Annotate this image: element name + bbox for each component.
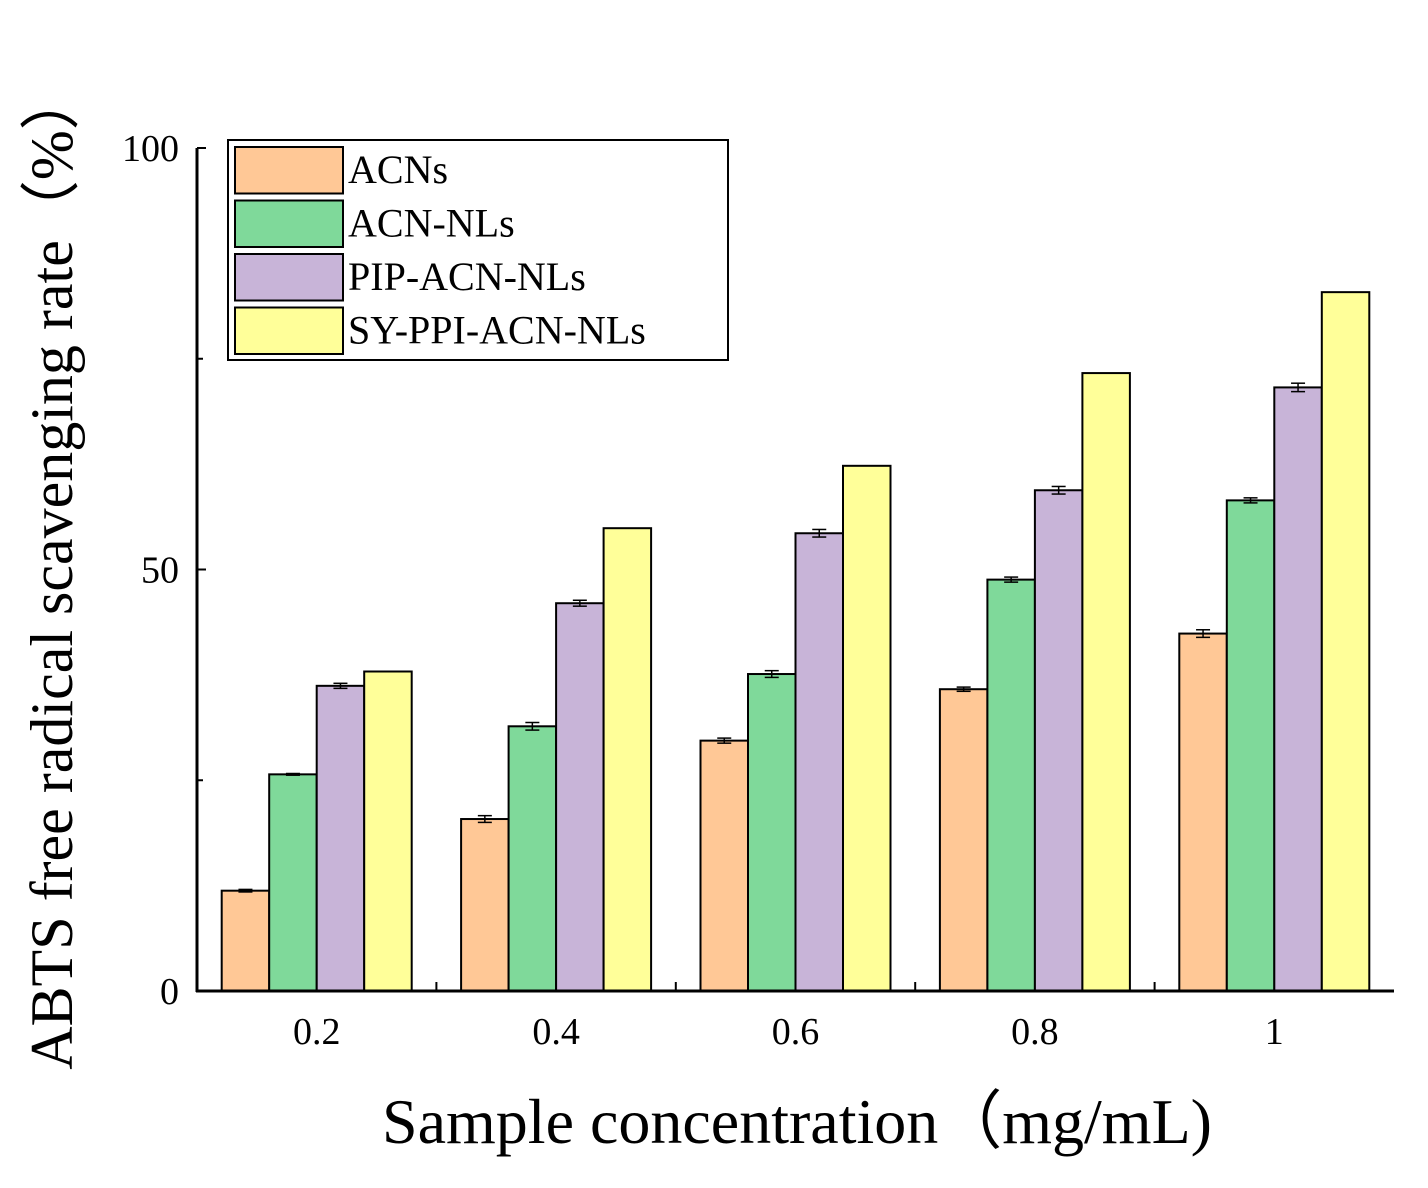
x-axis-label: Sample concentration（mg/mL): [382, 1086, 1212, 1157]
legend-item: ACNs: [234, 146, 448, 195]
legend-item: PIP-ACN-NLs: [234, 253, 586, 302]
error-bar: [1004, 576, 1019, 583]
bar-acns-1: [1178, 632, 1228, 992]
legend-item: ACN-NLs: [234, 199, 515, 248]
legend-swatch: [234, 253, 344, 302]
error-bar: [525, 721, 540, 731]
bar-sy-ppi-acn-nls-1: [1320, 291, 1371, 992]
bar-sy-ppi-acn-nls-0-2: [363, 670, 413, 992]
legend-label: ACN-NLs: [348, 201, 515, 246]
legend-swatch: [234, 306, 344, 355]
x-tick-label: 1: [1265, 1011, 1284, 1053]
bar-pip-acn-nls-0-4: [555, 602, 605, 992]
bars-layer: [220, 291, 1371, 993]
bar-acns-0-4: [460, 818, 510, 993]
error-bar: [572, 599, 587, 607]
bar-acn-nls-0-8: [986, 578, 1036, 992]
bar-acns-0-2: [220, 889, 271, 992]
error-bar: [238, 888, 253, 893]
y-tick-label: 0: [160, 971, 179, 1013]
bar-acn-nls-1: [1225, 499, 1276, 992]
error-bar: [285, 772, 300, 776]
bar-sy-ppi-acn-nls-0-6: [842, 464, 892, 992]
y-tick-label: 100: [122, 128, 179, 170]
x-tick-label: 0.8: [1011, 1011, 1059, 1053]
error-bar: [764, 669, 779, 679]
legend-label: ACNs: [348, 147, 448, 192]
error-bar: [333, 682, 348, 690]
bar-acns-0-8: [938, 688, 989, 993]
error-bar: [1291, 382, 1306, 393]
bar-sy-ppi-acn-nls-0-4: [602, 527, 653, 992]
error-bar: [1243, 497, 1258, 504]
bar-pip-acn-nls-0-8: [1033, 489, 1084, 992]
legend: ACNs ACN-NLs PIP-ACN-NLs SY-PPI-ACN-NLs: [227, 139, 729, 361]
bar-acn-nls-0-4: [507, 725, 558, 992]
bar-pip-acn-nls-1: [1273, 386, 1323, 993]
bar-sy-ppi-acn-nls-0-8: [1081, 372, 1131, 992]
y-axis-label: ABTS free radical scavenging rate（%）: [19, 70, 85, 1070]
y-tick-label: 50: [141, 550, 179, 592]
error-bar: [477, 814, 492, 824]
error-bar: [1196, 629, 1211, 639]
legend-label: PIP-ACN-NLs: [348, 254, 586, 299]
x-tick-label: 0.4: [532, 1011, 580, 1053]
legend-item: SY-PPI-ACN-NLs: [234, 306, 646, 355]
legend-swatch: [234, 146, 344, 195]
x-tick-label: 0.2: [293, 1011, 341, 1053]
error-bar: [717, 737, 732, 744]
bar-pip-acn-nls-0-2: [315, 684, 366, 993]
legend-label: SY-PPI-ACN-NLs: [348, 308, 646, 353]
error-bar: [1051, 485, 1066, 495]
error-bar: [812, 528, 827, 538]
bar-acn-nls-0-6: [747, 673, 797, 993]
axes-layer: 0 50 100 0.2 0.4 0.6 0.8 1: [122, 128, 1394, 1053]
bar-acns-0-6: [699, 739, 749, 992]
legend-swatch: [234, 199, 344, 248]
x-tick-label: 0.6: [772, 1011, 820, 1053]
bar-pip-acn-nls-0-6: [794, 532, 844, 992]
bar-acn-nls-0-2: [268, 773, 318, 992]
error-bar: [956, 686, 971, 693]
